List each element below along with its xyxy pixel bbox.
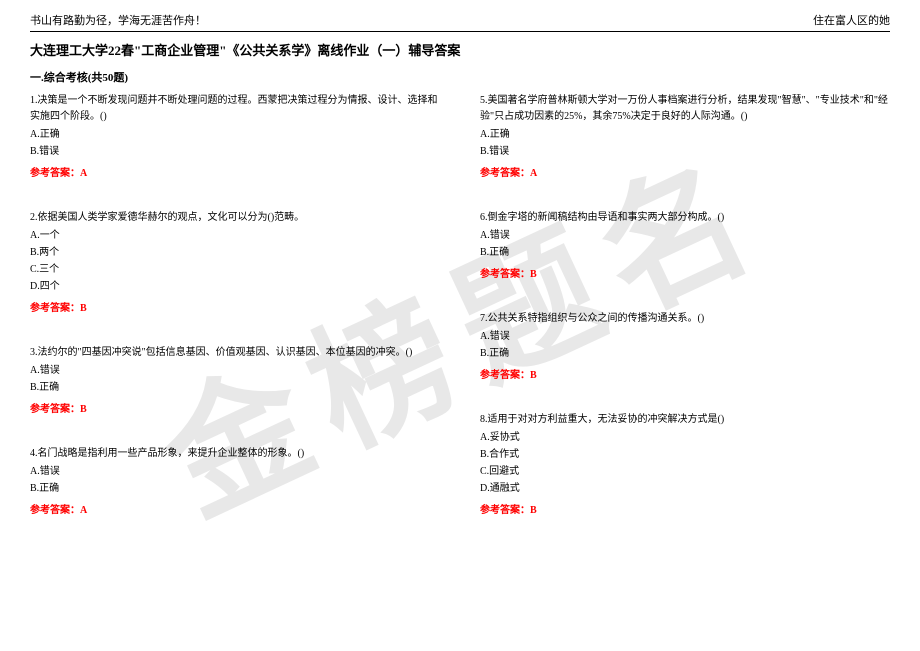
page-content: 书山有路勤为径，学海无涯苦作舟！ 住在富人区的她 大连理工大学22春"工商企业管… [0, 0, 920, 559]
header-left: 书山有路勤为径，学海无涯苦作舟！ [30, 12, 206, 28]
option: B.正确 [480, 245, 890, 261]
option: A.妥协式 [480, 430, 890, 446]
answer: 参考答案：A [30, 166, 440, 182]
question-text: 1.决策是一个不断发现问题并不断处理问题的过程。西蒙把决策过程分为情报、设计、选… [30, 93, 440, 125]
question-text: 8.适用于对对方利益重大，无法妥协的冲突解决方式是() [480, 412, 890, 428]
option: A.一个 [30, 228, 440, 244]
answer: 参考答案：A [30, 503, 440, 519]
question-6: 6.倒金字塔的新闻稿结构由导语和事实两大部分构成。() A.错误 B.正确 参考… [480, 210, 890, 283]
left-column: 1.决策是一个不断发现问题并不断处理问题的过程。西蒙把决策过程分为情报、设计、选… [30, 93, 440, 547]
option: D.四个 [30, 279, 440, 295]
option: A.正确 [480, 127, 890, 143]
question-5: 5.美国著名学府普林斯顿大学对一万份人事档案进行分析，结果发现"智慧"、"专业技… [480, 93, 890, 182]
answer: 参考答案：A [480, 166, 890, 182]
answer: 参考答案：B [480, 503, 890, 519]
question-text: 2.依据美国人类学家爱德华赫尔的观点，文化可以分为()范畴。 [30, 210, 440, 226]
question-1: 1.决策是一个不断发现问题并不断处理问题的过程。西蒙把决策过程分为情报、设计、选… [30, 93, 440, 182]
option: A.错误 [30, 464, 440, 480]
answer: 参考答案：B [30, 402, 440, 418]
question-text: 5.美国著名学府普林斯顿大学对一万份人事档案进行分析，结果发现"智慧"、"专业技… [480, 93, 890, 125]
page-title: 大连理工大学22春"工商企业管理"《公共关系学》离线作业（一）辅导答案 [30, 40, 890, 59]
option: B.正确 [480, 346, 890, 362]
option: D.通融式 [480, 481, 890, 497]
option: B.正确 [30, 481, 440, 497]
answer: 参考答案：B [480, 267, 890, 283]
question-4: 4.名门战略是指利用一些产品形象，来提升企业整体的形象。() A.错误 B.正确… [30, 446, 440, 519]
question-text: 7.公共关系特指组织与公众之间的传播沟通关系。() [480, 311, 890, 327]
answer: 参考答案：B [30, 301, 440, 317]
question-text: 6.倒金字塔的新闻稿结构由导语和事实两大部分构成。() [480, 210, 890, 226]
option: C.回避式 [480, 464, 890, 480]
option: A.正确 [30, 127, 440, 143]
answer: 参考答案：B [480, 368, 890, 384]
option: B.错误 [480, 144, 890, 160]
page-header: 书山有路勤为径，学海无涯苦作舟！ 住在富人区的她 [30, 12, 890, 32]
header-right: 住在富人区的她 [813, 12, 890, 28]
question-text: 4.名门战略是指利用一些产品形象，来提升企业整体的形象。() [30, 446, 440, 462]
option: B.正确 [30, 380, 440, 396]
right-column: 5.美国著名学府普林斯顿大学对一万份人事档案进行分析，结果发现"智慧"、"专业技… [480, 93, 890, 547]
option: C.三个 [30, 262, 440, 278]
option: A.错误 [480, 329, 890, 345]
columns-container: 1.决策是一个不断发现问题并不断处理问题的过程。西蒙把决策过程分为情报、设计、选… [30, 93, 890, 547]
question-2: 2.依据美国人类学家爱德华赫尔的观点，文化可以分为()范畴。 A.一个 B.两个… [30, 210, 440, 317]
question-3: 3.法约尔的"四基因冲突说"包括信息基因、价值观基因、认识基因、本位基因的冲突。… [30, 345, 440, 418]
option: B.两个 [30, 245, 440, 261]
option: A.错误 [480, 228, 890, 244]
question-8: 8.适用于对对方利益重大，无法妥协的冲突解决方式是() A.妥协式 B.合作式 … [480, 412, 890, 519]
section-title: 一.综合考核(共50题) [30, 69, 890, 85]
option: A.错误 [30, 363, 440, 379]
option: B.错误 [30, 144, 440, 160]
question-text: 3.法约尔的"四基因冲突说"包括信息基因、价值观基因、认识基因、本位基因的冲突。… [30, 345, 440, 361]
question-7: 7.公共关系特指组织与公众之间的传播沟通关系。() A.错误 B.正确 参考答案… [480, 311, 890, 384]
option: B.合作式 [480, 447, 890, 463]
